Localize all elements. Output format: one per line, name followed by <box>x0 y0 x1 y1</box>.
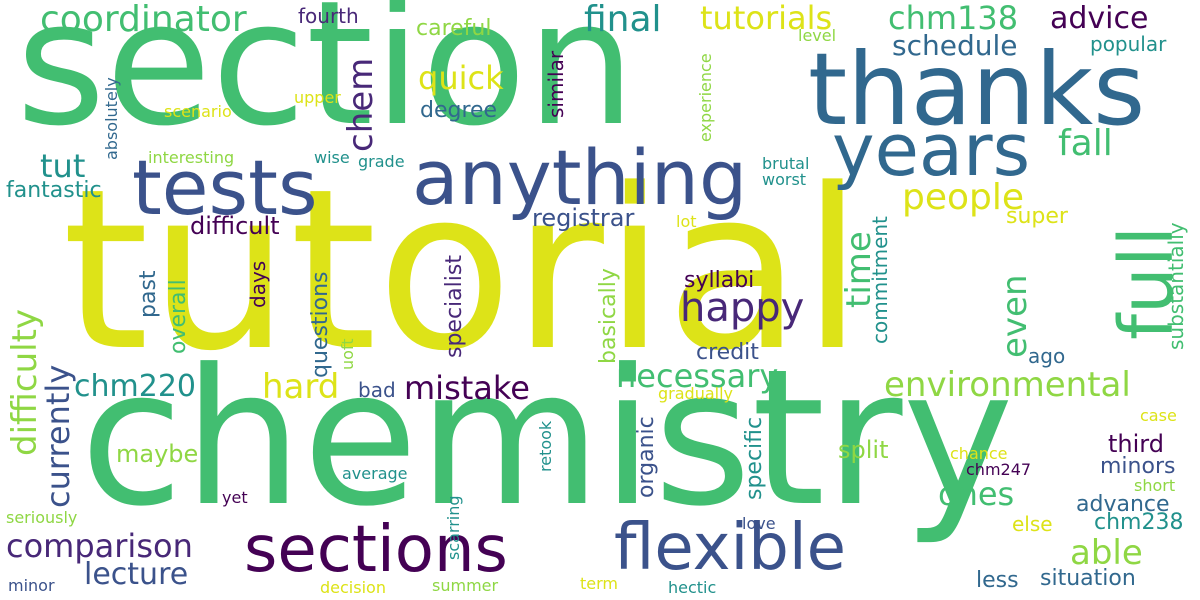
word-specific: specific <box>742 416 767 500</box>
word-gradually: gradually <box>658 384 733 403</box>
word-registrar: registrar <box>532 204 635 232</box>
word-absolutely: absolutely <box>102 77 121 160</box>
word-able: able <box>1070 533 1143 573</box>
word-worst: worst <box>762 170 807 189</box>
word-lecture: lecture <box>84 557 189 592</box>
word-chm247: chm247 <box>966 460 1032 479</box>
word-tut: tut <box>40 147 86 185</box>
word-ones: ones <box>938 475 1015 513</box>
word-tutorial: tutorial <box>62 142 864 400</box>
word-mistake: mistake <box>404 369 530 407</box>
word-difficulty: difficulty <box>5 308 45 456</box>
word-difficult: difficult <box>190 212 280 240</box>
word-currently: currently <box>39 364 77 508</box>
word-lot: lot <box>676 212 697 231</box>
word-flexible: flexible <box>614 511 846 585</box>
word-past: past <box>136 270 161 318</box>
word-situation: situation <box>1040 566 1136 591</box>
word-commitment: commitment <box>868 216 892 344</box>
word-substantially: substantially <box>1164 222 1188 350</box>
word-case: case <box>1140 406 1177 425</box>
word-anything: anything <box>412 133 748 222</box>
word-similar: similar <box>544 50 568 118</box>
word-interesting: interesting <box>148 148 235 167</box>
word-syllabi: syllabi <box>684 268 755 293</box>
word-people: people <box>902 177 1025 218</box>
word-chm238: chm238 <box>1094 510 1184 535</box>
word-scenario: scenario <box>164 102 232 121</box>
word-organic: organic <box>634 416 659 498</box>
word-comparison: comparison <box>6 527 193 565</box>
word-hard: hard <box>262 367 340 407</box>
word-upper: upper <box>294 88 341 107</box>
word-tutorials: tutorials <box>700 0 833 37</box>
word-retook: retook <box>536 420 555 472</box>
word-average: average <box>342 464 408 483</box>
word-even: even <box>995 274 1035 358</box>
word-decision: decision <box>320 578 386 597</box>
word-split: split <box>838 436 889 464</box>
word-chance: chance <box>950 444 1008 463</box>
word-level: level <box>798 26 837 45</box>
word-tests: tests <box>132 143 318 232</box>
word-third: third <box>1108 430 1164 458</box>
word-term: term <box>580 574 618 593</box>
word-final: final <box>584 0 662 40</box>
word-credit: credit <box>696 340 759 365</box>
word-chm138: chm138 <box>888 0 1019 37</box>
word-love: love <box>742 514 776 533</box>
word-basically: basically <box>596 268 621 364</box>
word-brutal: brutal <box>762 154 810 173</box>
word-wise: wise <box>314 148 350 167</box>
word-questions: questions <box>308 271 333 378</box>
word-days: days <box>246 260 270 308</box>
word-years: years <box>832 108 1031 192</box>
word-sections: sections <box>244 513 508 587</box>
word-ago: ago <box>1028 344 1066 368</box>
word-advance: advance <box>1076 492 1170 517</box>
word-yet: yet <box>222 488 248 507</box>
word-chemistry: chemistry <box>80 329 1014 548</box>
word-seriously: seriously <box>6 508 78 527</box>
word-thanks: thanks <box>808 31 1146 148</box>
word-else: else <box>1012 512 1053 536</box>
word-schedule: schedule <box>892 29 1018 62</box>
word-overall: overall <box>166 279 191 354</box>
word-less: less <box>976 568 1019 593</box>
word-environmental: environmental <box>884 365 1131 405</box>
word-short: short <box>1134 476 1176 495</box>
word-hectic: hectic <box>668 578 717 597</box>
word-happy: happy <box>680 285 805 331</box>
word-advice: advice <box>1050 1 1149 36</box>
word-experience: experience <box>696 53 715 142</box>
word-chem: chem <box>341 57 381 152</box>
word-coordinator: coordinator <box>40 0 247 40</box>
word-super: super <box>1006 204 1068 229</box>
word-popular: popular <box>1090 32 1167 56</box>
word-maybe: maybe <box>116 440 199 468</box>
word-necessary: necessary <box>616 357 779 395</box>
word-bad: bad <box>358 378 396 402</box>
word-uoft: uoft <box>338 338 357 370</box>
word-section: section <box>16 0 636 164</box>
word-careful: careful <box>416 16 492 41</box>
word-minors: minors <box>1100 454 1176 479</box>
word-fourth: fourth <box>298 4 359 28</box>
word-fall: fall <box>1058 123 1113 164</box>
word-specialist: specialist <box>442 255 467 358</box>
word-grade: grade <box>358 152 405 171</box>
word-summer: summer <box>432 576 499 595</box>
word-scarring: scarring <box>444 495 463 560</box>
word-chm220: chm220 <box>74 369 196 404</box>
word-minor: minor <box>8 576 55 595</box>
word-fantastic: fantastic <box>6 178 102 203</box>
word-degree: degree <box>420 98 498 123</box>
word-quick: quick <box>418 59 504 97</box>
